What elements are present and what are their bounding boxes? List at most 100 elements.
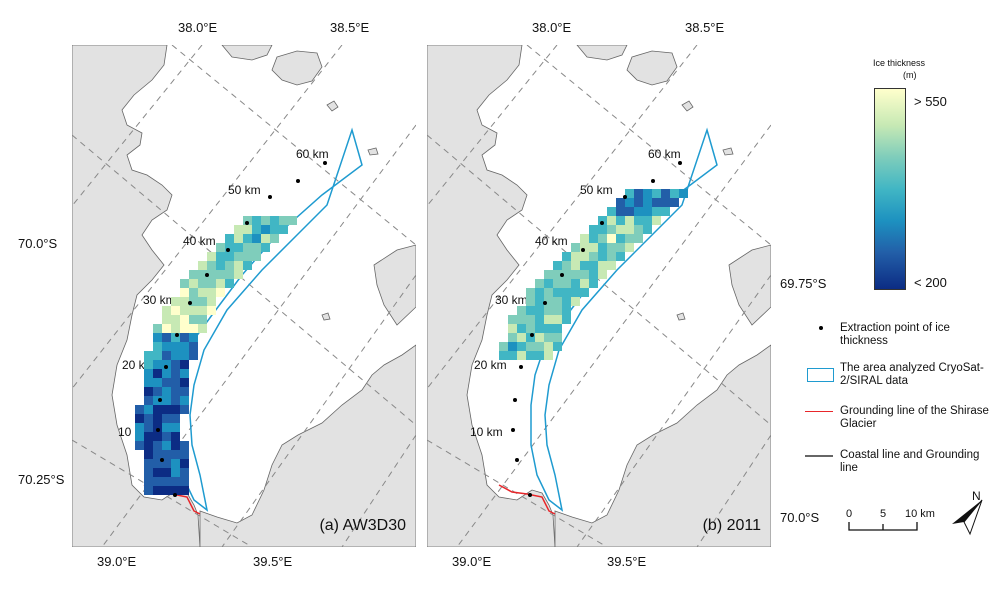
lon-label-39-5-b: 39.5°E bbox=[607, 554, 647, 569]
thickness-cell bbox=[189, 333, 198, 342]
thickness-cell bbox=[643, 207, 652, 216]
north-arrow-label: N bbox=[972, 489, 981, 503]
thickness-cell bbox=[144, 360, 153, 369]
thickness-cell bbox=[634, 207, 643, 216]
thickness-cell bbox=[625, 234, 634, 243]
thickness-cell bbox=[198, 306, 207, 315]
thickness-cell bbox=[634, 234, 643, 243]
thickness-cell bbox=[162, 333, 171, 342]
thickness-cell bbox=[607, 234, 616, 243]
colorbar-gradient bbox=[874, 88, 906, 290]
thickness-cell bbox=[508, 324, 517, 333]
thickness-cell bbox=[598, 225, 607, 234]
land-mass bbox=[427, 45, 771, 547]
thickness-cell bbox=[162, 378, 171, 387]
thickness-cell bbox=[643, 198, 652, 207]
thickness-cell bbox=[562, 297, 571, 306]
thickness-cell bbox=[180, 288, 189, 297]
thickness-cell bbox=[153, 369, 162, 378]
thickness-cell bbox=[225, 279, 234, 288]
scalebar bbox=[848, 522, 918, 531]
thickness-cell bbox=[162, 324, 171, 333]
thickness-cell bbox=[243, 225, 252, 234]
thickness-cell bbox=[162, 441, 171, 450]
thickness-cell bbox=[162, 360, 171, 369]
thickness-cell bbox=[153, 450, 162, 459]
km-label-30: 30 km bbox=[143, 293, 176, 307]
thickness-cell bbox=[589, 243, 598, 252]
thickness-cell bbox=[535, 333, 544, 342]
thickness-cell bbox=[198, 297, 207, 306]
thickness-cell bbox=[189, 306, 198, 315]
map-panel-2011: 60 km 50 km 40 km 30 km 20 km 10 km (b) … bbox=[427, 45, 771, 547]
km-label-30: 30 km bbox=[495, 293, 528, 307]
graticule bbox=[427, 45, 771, 547]
extraction-point bbox=[188, 301, 192, 305]
extraction-point bbox=[530, 333, 534, 337]
thickness-cell bbox=[171, 351, 180, 360]
thickness-cell bbox=[598, 261, 607, 270]
thickness-cell bbox=[153, 324, 162, 333]
thickness-cell bbox=[580, 288, 589, 297]
legend-analyzed-area: The area analyzed CryoSat-2/SIRAL data bbox=[840, 362, 984, 387]
thickness-cell bbox=[171, 378, 180, 387]
thickness-cell bbox=[535, 315, 544, 324]
map-panel-aw3d30: 60 km 50 km 40 km 30 km 20 km 10 km (a) … bbox=[72, 45, 416, 547]
thickness-cell bbox=[153, 342, 162, 351]
thickness-cell bbox=[544, 342, 553, 351]
thickness-cell bbox=[189, 342, 198, 351]
thickness-cell bbox=[162, 432, 171, 441]
extraction-point bbox=[156, 428, 160, 432]
colorbar-unit: (m) bbox=[903, 70, 917, 80]
thickness-cell bbox=[553, 315, 562, 324]
thickness-cell bbox=[535, 342, 544, 351]
thickness-cell bbox=[553, 342, 562, 351]
thickness-cell bbox=[535, 297, 544, 306]
thickness-cell bbox=[225, 270, 234, 279]
thickness-cell bbox=[171, 387, 180, 396]
thickness-cell bbox=[553, 306, 562, 315]
thickness-cell bbox=[625, 225, 634, 234]
thickness-cell bbox=[517, 315, 526, 324]
thickness-cell bbox=[679, 189, 688, 198]
thickness-cell bbox=[171, 333, 180, 342]
thickness-cell bbox=[162, 450, 171, 459]
extraction-point bbox=[515, 458, 519, 462]
thickness-cell bbox=[153, 459, 162, 468]
thickness-cell bbox=[162, 315, 171, 324]
thickness-cell bbox=[607, 243, 616, 252]
panel-label-aw3d30: (a) AW3D30 bbox=[319, 517, 406, 534]
thickness-cell bbox=[144, 378, 153, 387]
km-label-60: 60 km bbox=[296, 147, 329, 161]
extraction-point bbox=[173, 493, 177, 497]
thickness-cell bbox=[171, 441, 180, 450]
map-basemap bbox=[72, 45, 416, 547]
extraction-point bbox=[158, 398, 162, 402]
thickness-cell bbox=[616, 216, 625, 225]
thickness-cell bbox=[225, 252, 234, 261]
thickness-cell bbox=[162, 414, 171, 423]
thickness-cell bbox=[180, 369, 189, 378]
legend-grounding-line: Grounding line of the Shirase Glacier bbox=[840, 405, 989, 430]
thickness-cell bbox=[589, 252, 598, 261]
thickness-cell bbox=[144, 351, 153, 360]
thickness-cell bbox=[261, 243, 270, 252]
thickness-cell bbox=[207, 252, 216, 261]
thickness-cell bbox=[634, 189, 643, 198]
thickness-cell bbox=[571, 261, 580, 270]
extraction-point bbox=[651, 179, 655, 183]
thickness-cell bbox=[180, 459, 189, 468]
thickness-cell bbox=[252, 216, 261, 225]
thickness-cell bbox=[135, 405, 144, 414]
thickness-cell bbox=[517, 351, 526, 360]
thickness-cell bbox=[135, 414, 144, 423]
thickness-cell bbox=[180, 378, 189, 387]
thickness-cell bbox=[216, 288, 225, 297]
thickness-cell bbox=[171, 423, 180, 432]
thickness-cell bbox=[180, 387, 189, 396]
thickness-cell bbox=[616, 225, 625, 234]
thickness-cell bbox=[180, 279, 189, 288]
map-basemap bbox=[427, 45, 771, 547]
thickness-cell bbox=[180, 477, 189, 486]
thickness-cell bbox=[153, 414, 162, 423]
